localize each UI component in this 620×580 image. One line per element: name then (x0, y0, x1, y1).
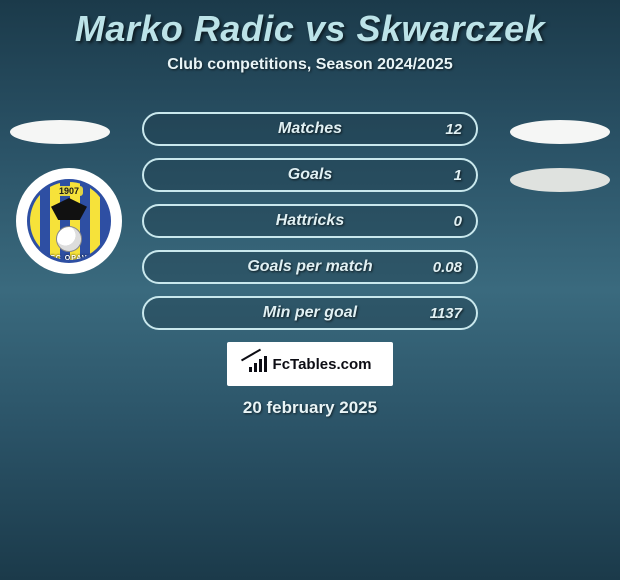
stat-row-hattricks: Hattricks 0 (142, 204, 478, 238)
stat-label: Matches (278, 120, 342, 138)
brand-text: FcTables.com (273, 356, 372, 373)
player2-club-placeholder (510, 168, 610, 192)
stat-label: Goals (288, 166, 332, 184)
club-badge-year: 1907 (55, 186, 83, 196)
player1-club-badge: 1907 SFC OPAVA (16, 168, 122, 274)
stat-value: 0.08 (433, 259, 462, 276)
player1-name: Marko Radic (75, 8, 295, 49)
brand-box[interactable]: FcTables.com (227, 342, 393, 386)
stat-row-matches: Matches 12 (142, 112, 478, 146)
player1-avatar-placeholder (10, 120, 110, 144)
football-icon (56, 226, 82, 252)
stat-rows: Matches 12 Goals 1 Hattricks 0 Goals per… (142, 112, 478, 330)
stat-label: Hattricks (276, 212, 344, 230)
player2-avatar-placeholder (510, 120, 610, 144)
stats-area: 1907 SFC OPAVA Matches 12 Goals 1 Hattri… (0, 112, 620, 418)
eagle-icon (51, 198, 87, 220)
stat-value: 1137 (430, 305, 462, 322)
stat-row-min-per-goal: Min per goal 1137 (142, 296, 478, 330)
stat-row-goals-per-match: Goals per match 0.08 (142, 250, 478, 284)
bar-chart-icon (249, 356, 269, 372)
stat-label: Min per goal (263, 304, 357, 322)
subtitle: Club competitions, Season 2024/2025 (0, 56, 620, 74)
page-title: Marko Radic vs Skwarczek (0, 8, 620, 50)
infographic-container: Marko Radic vs Skwarczek Club competitio… (0, 0, 620, 418)
stat-value: 0 (454, 213, 462, 230)
stat-value: 1 (454, 167, 462, 184)
stat-row-goals: Goals 1 (142, 158, 478, 192)
club-badge-inner: 1907 SFC OPAVA (27, 179, 111, 263)
stat-value: 12 (445, 121, 462, 138)
club-badge-name: SFC OPAVA (30, 255, 108, 262)
player2-name: Skwarczek (357, 8, 546, 49)
footer-date: 20 february 2025 (0, 398, 620, 418)
stat-label: Goals per match (247, 258, 372, 276)
vs-separator: vs (305, 8, 346, 49)
